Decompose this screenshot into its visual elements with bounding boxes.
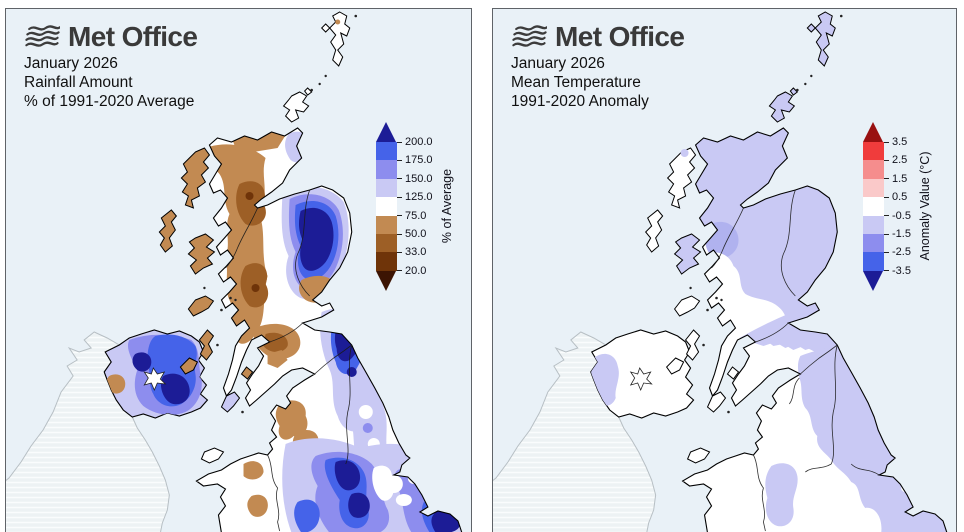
rainfall-colorbar: 200.0 175.0 150.0 125.0 75.0 50.0 33.0 20.0 % of… xyxy=(376,122,454,291)
colorbar-tick: -2.5 xyxy=(884,246,911,258)
temperature-header: Met Office January 2026 Mean Temperature… xyxy=(511,20,685,111)
rainfall-map xyxy=(6,11,463,532)
colorbar-tick: 75.0 xyxy=(397,210,426,222)
colorbar-axis-label: Anomaly Value (°C) xyxy=(918,151,932,261)
colorbar-band-2 xyxy=(863,178,884,198)
colorbar-tick: 200.0 xyxy=(397,136,433,148)
colorbar-tick-mark xyxy=(884,141,889,143)
colorbar-band-3 xyxy=(376,197,397,216)
temperature-map xyxy=(493,11,948,532)
colorbar-tick-label: 33.0 xyxy=(405,246,427,259)
colorbar-tick: -0.5 xyxy=(884,210,911,222)
colorbar-tick-label: 75.0 xyxy=(405,209,427,222)
colorbar-band-1 xyxy=(376,160,397,179)
colorbar-tick-mark xyxy=(884,233,889,235)
colorbar-over-arrow xyxy=(376,122,396,142)
colorbar-tick: 20.0 xyxy=(397,265,426,277)
colorbar-tick-mark xyxy=(397,233,402,235)
panel-temperature: Met Office January 2026 Mean Temperature… xyxy=(492,8,957,532)
colorbar-tick-mark xyxy=(397,159,402,161)
colorbar-band-5 xyxy=(376,233,397,253)
colorbar-tick: -3.5 xyxy=(884,265,911,277)
colorbar-tick-label: 50.0 xyxy=(405,228,427,240)
met-office-logo-icon xyxy=(512,25,547,47)
colorbar-axis-label: % of Average xyxy=(440,169,454,244)
colorbar-band-1 xyxy=(863,160,884,179)
colorbar-band-4 xyxy=(863,215,884,234)
colorbar-tick-mark xyxy=(397,141,402,143)
panel-rainfall: Met Office January 2026 Rainfall Amount … xyxy=(5,8,472,532)
colorbar-band-4 xyxy=(376,215,397,234)
colorbar-tick-label: 0.5 xyxy=(892,191,908,204)
colorbar-tick-mark xyxy=(884,178,889,180)
colorbar-tick: 33.0 xyxy=(397,246,426,258)
colorbar-tick-label: -3.5 xyxy=(892,264,911,277)
colorbar-under-arrow xyxy=(376,270,396,291)
lewis-anomaly-spot xyxy=(680,149,689,157)
colorbar-tick-label: 200.0 xyxy=(405,136,433,148)
shetland-rain-spot xyxy=(335,19,341,25)
colorbar-tick-mark xyxy=(397,196,402,198)
colorbar-tick: 175.0 xyxy=(397,154,433,166)
panel-date: January 2026 xyxy=(511,55,605,72)
met-office-logo-text: Met Office xyxy=(555,21,685,52)
colorbar-under-arrow xyxy=(863,270,883,291)
colorbar-band-5 xyxy=(863,233,884,253)
met-office-logo-text: Met Office xyxy=(68,21,198,52)
panel-title: Mean Temperature xyxy=(511,74,641,91)
colorbar-band-6 xyxy=(863,252,884,271)
colorbar-band-2 xyxy=(376,178,397,198)
colorbar-tick-label: 1.5 xyxy=(892,172,908,185)
colorbar-tick: -1.5 xyxy=(884,228,911,240)
panel-title: Rainfall Amount xyxy=(24,74,133,91)
northern-ireland-rainfall-regions xyxy=(106,334,202,415)
colorbar-band-6 xyxy=(376,252,397,271)
met-office-logo-icon xyxy=(25,25,60,47)
colorbar-tick-mark xyxy=(884,215,889,217)
colorbar-band-0 xyxy=(863,142,884,161)
colorbar-tick-mark xyxy=(397,215,402,217)
rainfall-header: Met Office January 2026 Rainfall Amount … xyxy=(24,20,198,111)
colorbar-tick: 150.0 xyxy=(397,173,433,185)
colorbar-tick-mark xyxy=(397,270,402,272)
panel-date: January 2026 xyxy=(24,55,118,72)
temperature-colorbar: 3.5 2.5 1.5 0.5 -0.5 -1.5 -2.5 -3.5 Anomaly Valu… xyxy=(863,122,932,291)
colorbar-tick: 0.5 xyxy=(884,191,907,203)
colorbar-tick-label: -1.5 xyxy=(892,228,911,240)
panel-subtitle: 1991-2020 Anomaly xyxy=(511,93,649,110)
rainfall-regions xyxy=(204,128,462,532)
colorbar-tick-label: 175.0 xyxy=(405,154,433,167)
colorbar-tick: 3.5 xyxy=(884,136,907,148)
colorbar-tick-label: 20.0 xyxy=(405,264,427,277)
colorbar-over-arrow xyxy=(863,122,883,142)
colorbar-tick: 1.5 xyxy=(884,173,907,185)
colorbar-tick: 125.0 xyxy=(397,191,433,203)
colorbar-tick-mark xyxy=(884,159,889,161)
colorbar-tick-mark xyxy=(884,270,889,272)
panel-subtitle: % of 1991-2020 Average xyxy=(24,93,195,110)
colorbar-tick-label: -2.5 xyxy=(892,246,911,259)
colorbar-tick-label: 150.0 xyxy=(405,172,433,185)
colorbar-tick-mark xyxy=(884,196,889,198)
colorbar-tick-label: 125.0 xyxy=(405,191,433,204)
colorbar-tick-mark xyxy=(397,251,402,253)
colorbar-band-0 xyxy=(376,142,397,161)
colorbar-tick-label: -0.5 xyxy=(892,209,911,222)
colorbar-tick-label: 2.5 xyxy=(892,154,908,167)
colorbar-tick-label: 3.5 xyxy=(892,136,908,148)
colorbar-tick-mark xyxy=(397,178,402,180)
colorbar-tick: 50.0 xyxy=(397,228,426,240)
colorbar-tick: 2.5 xyxy=(884,154,907,166)
colorbar-band-3 xyxy=(863,197,884,216)
colorbar-tick-mark xyxy=(884,251,889,253)
